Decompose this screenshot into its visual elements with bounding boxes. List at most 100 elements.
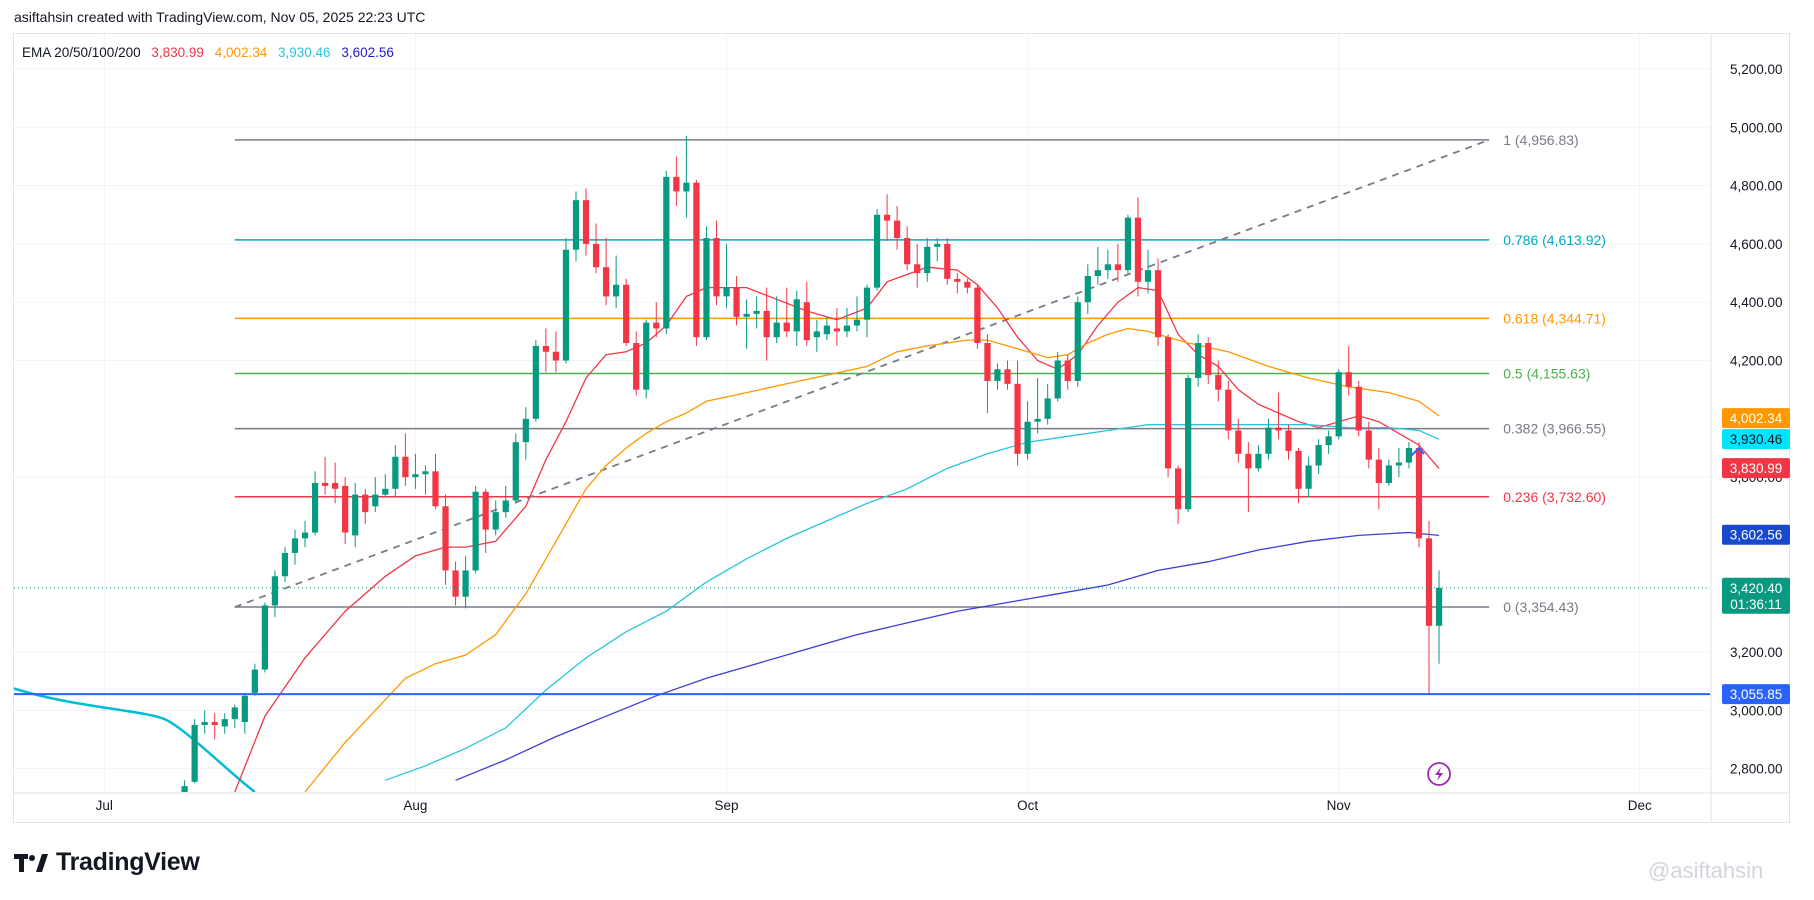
candle-body	[281, 552, 289, 577]
fib-level-label: 1 (4,956.83)	[1503, 132, 1579, 148]
y-tick-label: 4,800.00	[1730, 179, 1783, 194]
legacy-indicator-line	[14, 687, 256, 792]
candle-body	[1395, 462, 1403, 466]
candle-body	[733, 287, 740, 317]
candle-body	[833, 328, 841, 332]
candle-body	[1154, 270, 1162, 338]
candle-body	[663, 176, 670, 329]
x-tick-label: Nov	[1327, 798, 1351, 813]
candle-body	[803, 302, 810, 341]
candle-body	[1014, 383, 1021, 454]
candle-body	[1044, 398, 1051, 419]
candle-body	[1265, 427, 1272, 454]
countdown-label: 01:36:11	[1730, 597, 1782, 612]
candle-body	[873, 214, 881, 288]
candle-body	[211, 722, 218, 725]
candle-body	[402, 456, 409, 478]
indicator-legend[interactable]: EMA 20/50/100/200 3,830.99 4,002.34 3,93…	[22, 45, 401, 60]
candle-body	[382, 488, 389, 495]
chart-frame	[13, 33, 1790, 823]
price-badge-label: 3,055.85	[1730, 687, 1783, 702]
ema-line	[304, 327, 1440, 792]
candle-body	[1084, 275, 1091, 303]
grid-lines	[14, 34, 1710, 792]
price-badge	[1722, 408, 1790, 429]
candle-body	[883, 214, 891, 221]
candle-body	[502, 500, 509, 513]
candle-body	[613, 284, 620, 297]
legend-ema20-value: 3,830.99	[151, 45, 204, 60]
candle-body	[974, 287, 981, 344]
x-tick-label: Oct	[1017, 798, 1038, 813]
candle-body	[1335, 372, 1342, 437]
candle-body	[1104, 264, 1111, 271]
candle-body	[311, 482, 319, 533]
candle-body	[954, 278, 961, 282]
candle-body	[261, 605, 268, 670]
legend-ema50-value: 4,002.34	[214, 45, 268, 60]
candle-body	[251, 669, 258, 693]
candle-body	[1355, 386, 1362, 431]
candle-body	[352, 494, 359, 536]
y-tick-label: 4,200.00	[1730, 354, 1783, 369]
candle-body	[1195, 343, 1202, 379]
candle-body	[994, 369, 1001, 381]
fib-level-label: 0.786 (4,613.92)	[1503, 232, 1606, 248]
candle-body	[843, 325, 851, 332]
candle-body	[482, 491, 489, 530]
candle-body	[653, 322, 660, 329]
candle-body	[362, 494, 369, 513]
price-badge	[1722, 429, 1790, 450]
ema-line	[385, 424, 1440, 781]
candle-body	[793, 299, 800, 332]
candle-body	[241, 695, 248, 723]
tradingview-brand[interactable]: TradingView	[14, 848, 200, 877]
candle-body	[1034, 418, 1041, 422]
candle-body	[1375, 459, 1382, 483]
candle-body	[713, 238, 720, 297]
candle-body	[271, 576, 279, 606]
price-badge-label: 4,002.34	[1730, 411, 1783, 426]
overlays	[14, 446, 1710, 786]
legend-ema200-value: 3,602.56	[341, 45, 394, 60]
price-badge-label: 3,420.40	[1730, 581, 1783, 596]
candle-body	[783, 322, 790, 332]
candle-body	[1425, 538, 1433, 626]
candle-body	[562, 249, 570, 361]
candle-body	[301, 532, 309, 539]
fib-level-label: 0.5 (4,155.63)	[1503, 365, 1590, 381]
candle-body	[763, 310, 770, 338]
candle-body	[1094, 270, 1101, 276]
candle-body	[342, 485, 349, 533]
candle-body	[1325, 436, 1332, 446]
candle-body	[1164, 337, 1172, 469]
candle-body	[231, 707, 238, 720]
x-tick-label: Aug	[403, 798, 427, 813]
candle-body	[914, 264, 921, 274]
candle-body	[723, 287, 730, 297]
candle-body	[1144, 270, 1152, 282]
candle-body	[904, 238, 911, 265]
candle-body	[693, 182, 700, 338]
candle-body	[1054, 360, 1061, 399]
candle-body	[422, 471, 429, 475]
lightning-bolt-icon	[1435, 767, 1444, 781]
candle-body	[643, 322, 650, 390]
candle-body	[743, 313, 750, 317]
fib-retracement: 1 (4,956.83) 0.786 (4,613.92) 0.618 (4,344…	[234, 132, 1606, 615]
x-tick-label: Jul	[96, 798, 113, 813]
candle-body	[442, 506, 449, 571]
y-tick-label: 2,800.00	[1730, 762, 1783, 777]
candle-body	[633, 343, 640, 390]
candle-body	[813, 331, 820, 338]
price-badge-label: 3,830.99	[1730, 461, 1783, 476]
candle-body	[623, 284, 630, 344]
y-tick-label: 5,000.00	[1730, 120, 1783, 135]
candle-body	[1245, 453, 1252, 469]
candle-body	[1415, 447, 1423, 539]
candle-body	[1185, 378, 1192, 510]
fib-level-label: 0.382 (3,966.55)	[1503, 421, 1606, 437]
candle-body	[1315, 445, 1322, 466]
candle-body	[1385, 465, 1392, 483]
